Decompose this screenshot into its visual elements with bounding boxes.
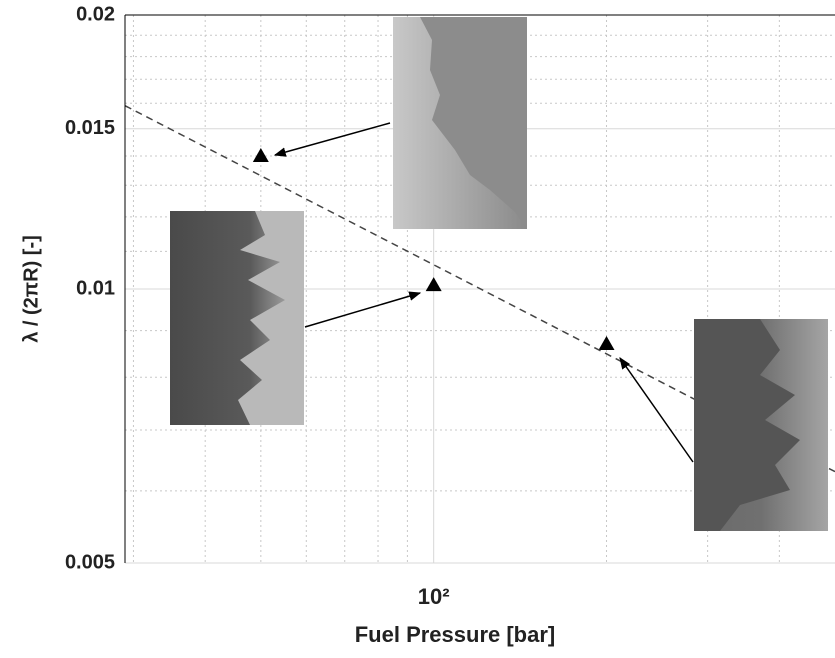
arrow [619, 357, 694, 463]
x-axis-label: Fuel Pressure [bar] [355, 622, 556, 647]
inset-image [694, 319, 828, 531]
data-point [425, 277, 442, 292]
data-point [598, 336, 615, 351]
arrow [304, 291, 422, 328]
y-tick-label: 0.005 [65, 551, 115, 573]
inset-images [170, 17, 828, 531]
inset-image [170, 211, 304, 425]
y-axis-label: λ / (2πR) [-] [20, 235, 42, 343]
y-tick-label: 0.02 [76, 3, 115, 25]
y-tick-label: 0.015 [65, 117, 115, 139]
x-tick-label: 10² [418, 584, 450, 609]
y-tick-label: 0.01 [76, 277, 115, 299]
inset-image [393, 17, 527, 229]
data-point [252, 147, 269, 162]
arrow [273, 122, 391, 157]
tick-labels: 10² 0.005 0.01 0.015 0.02 [65, 3, 450, 609]
arrows [273, 122, 694, 463]
